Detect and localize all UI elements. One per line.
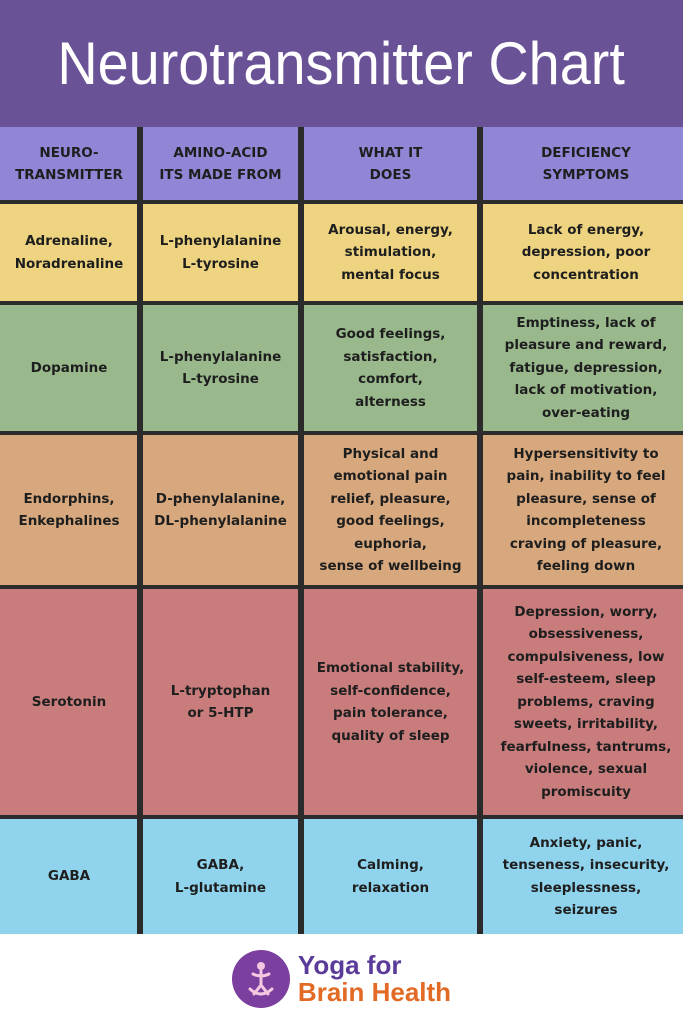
cell-amino-acid: GABA, L-glutamine	[143, 819, 298, 934]
footer-logo: Yoga for Brain Health	[0, 934, 683, 1024]
cell-neurotransmitter: GABA	[0, 819, 137, 934]
header-deficiency-symptoms: DEFICIENCY SYMPTOMS	[483, 127, 683, 200]
brand-line-2: Brain Health	[297, 977, 452, 1007]
brand-name: Yoga for Brain Health	[298, 952, 451, 1006]
cell-what-it-does: Good feelings, satisfaction, comfort, al…	[304, 305, 477, 431]
cell-deficiency-symptoms: Depression, worry, obsessiveness, compul…	[483, 589, 683, 815]
cell-deficiency-symptoms: Lack of energy, depression, poor concent…	[483, 204, 683, 301]
yoga-figure-icon	[231, 950, 290, 1008]
cell-what-it-does: Calming, relaxation	[304, 819, 477, 934]
cell-deficiency-symptoms: Emptiness, lack of pleasure and reward, …	[483, 305, 683, 431]
cell-neurotransmitter: Endorphins, Enkephalines	[0, 435, 137, 585]
cell-deficiency-symptoms: Hypersensitivity to pain, inability to f…	[483, 435, 683, 585]
header-neurotransmitter: NEURO- TRANSMITTER	[0, 127, 137, 200]
header-what-it-does: WHAT IT DOES	[304, 127, 477, 200]
cell-deficiency-symptoms: Anxiety, panic, tenseness, insecurity, s…	[483, 819, 683, 934]
cell-neurotransmitter: Dopamine	[0, 305, 137, 431]
header-amino-acid: AMINO-ACID ITS MADE FROM	[143, 127, 298, 200]
cell-what-it-does: Physical and emotional pain relief, plea…	[304, 435, 477, 585]
cell-amino-acid: L-phenylalanine L-tyrosine	[143, 204, 298, 301]
cell-what-it-does: Emotional stability, self-confidence, pa…	[304, 589, 477, 815]
cell-neurotransmitter: Adrenaline, Noradrenaline	[0, 204, 137, 301]
cell-amino-acid: L-tryptophan or 5-HTP	[143, 589, 298, 815]
cell-amino-acid: L-phenylalanine L-tyrosine	[143, 305, 298, 431]
cell-what-it-does: Arousal, energy, stimulation, mental foc…	[304, 204, 477, 301]
neurotransmitter-table: NEURO- TRANSMITTER AMINO-ACID ITS MADE F…	[0, 127, 683, 934]
title-bar: Neurotransmitter Chart	[0, 0, 683, 127]
brand-line-1: Yoga for	[297, 950, 402, 980]
page-title: Neurotransmitter Chart	[57, 30, 626, 97]
cell-neurotransmitter: Serotonin	[0, 589, 137, 815]
cell-amino-acid: D-phenylalanine, DL-phenylalanine	[143, 435, 298, 585]
